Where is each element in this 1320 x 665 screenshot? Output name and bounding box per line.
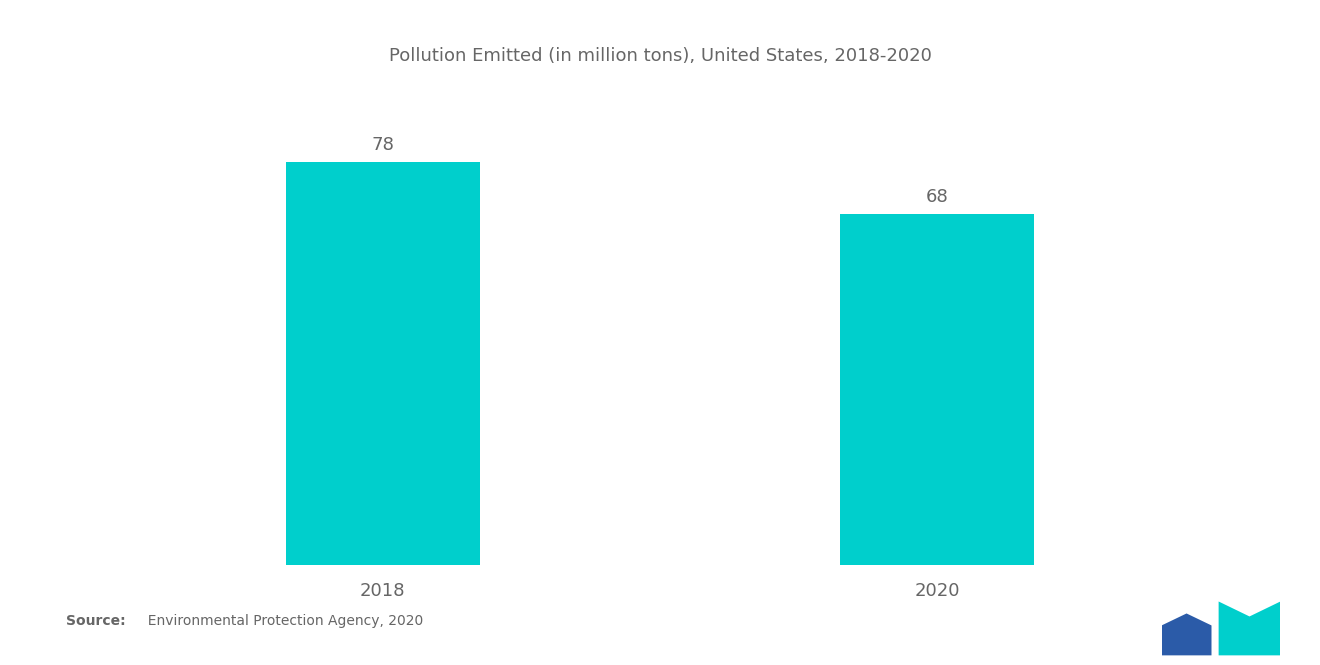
Polygon shape <box>1218 601 1280 656</box>
Text: Environmental Protection Agency, 2020: Environmental Protection Agency, 2020 <box>139 614 422 628</box>
Text: 68: 68 <box>925 188 949 205</box>
Text: Source:: Source: <box>66 614 125 628</box>
Bar <box>285 162 480 565</box>
Text: Pollution Emitted (in million tons), United States, 2018-2020: Pollution Emitted (in million tons), Uni… <box>388 47 932 65</box>
Text: 78: 78 <box>371 136 395 154</box>
Polygon shape <box>1162 601 1212 656</box>
Bar <box>841 213 1035 565</box>
